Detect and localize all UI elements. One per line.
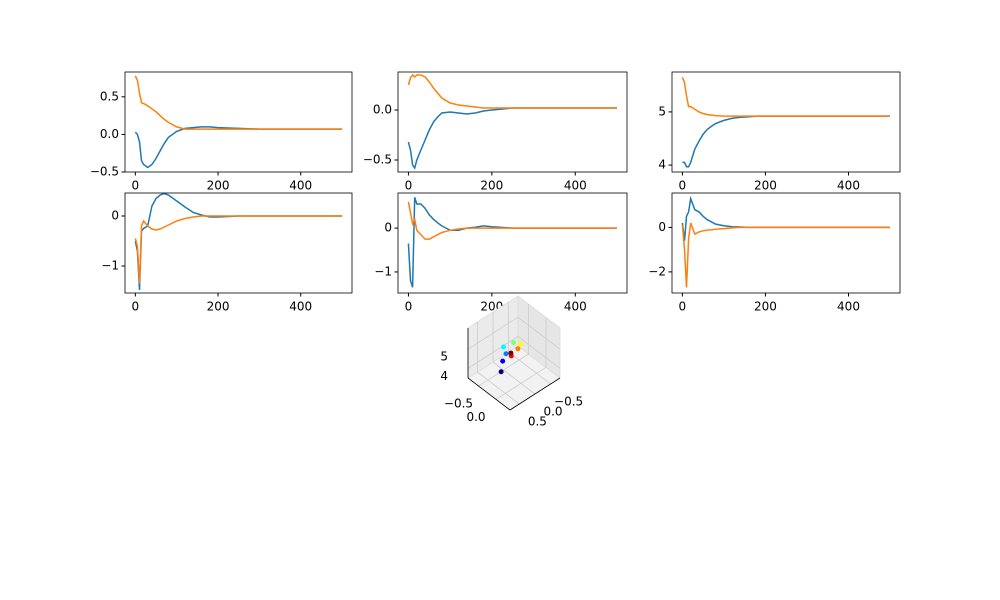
grid-line [477, 371, 520, 405]
x-tick-label: 400 [564, 300, 587, 314]
x-tick-label: 0 [405, 300, 413, 314]
x-tick-label: 0.5 [528, 415, 547, 429]
series-line [681, 222, 890, 288]
x-tick-label: −0.5 [554, 395, 583, 409]
series-line [407, 73, 617, 109]
grid-line [492, 361, 536, 395]
y-tick-label: 4 [658, 158, 666, 172]
axes-frame [124, 192, 353, 294]
x-tick-label: 0 [132, 300, 140, 314]
series-line [407, 201, 617, 240]
x-tick-label: 400 [289, 179, 312, 193]
trajectory-point [508, 350, 514, 356]
axes-frame [397, 192, 628, 294]
trajectory-point [501, 344, 506, 350]
trajectory-point [503, 351, 509, 357]
y-tick-label: 0.5 [100, 89, 119, 103]
trajectory-point [498, 369, 504, 375]
series-line [407, 107, 617, 170]
y-tick-label: −2 [648, 264, 666, 278]
series-line [134, 126, 343, 169]
grid-line [517, 336, 561, 369]
y-tick-label: −1 [374, 264, 392, 278]
y-tick-label: 0 [111, 209, 119, 223]
x-tick-label: 0 [679, 300, 687, 314]
trajectory-point [518, 341, 524, 347]
z-tick-label: 5 [440, 350, 448, 364]
grid-line [467, 316, 519, 350]
x-tick-label: 200 [480, 179, 503, 193]
series-line [134, 215, 343, 284]
axes-frame [671, 71, 901, 173]
x-tick-label: 200 [207, 179, 230, 193]
series-line [681, 195, 890, 241]
grid-line [467, 336, 519, 369]
x-tick-label: 0.0 [543, 405, 562, 419]
x-tick-label: 200 [207, 300, 230, 314]
y-tick-label: 0 [384, 221, 392, 235]
trajectory-point [515, 346, 521, 352]
y-tick-label: 5 [658, 104, 666, 118]
y-tick-label: −0.5 [90, 165, 119, 179]
axes-frame [124, 71, 353, 173]
x-tick-label: 400 [564, 179, 587, 193]
x-axis-line [467, 377, 511, 411]
y-tick-label: 0.0 [373, 103, 392, 117]
x-tick-label: 0 [405, 179, 413, 193]
y-tick-label: 0 [658, 220, 666, 234]
trajectory-point [500, 358, 506, 364]
y-tick-label: −1 [101, 259, 119, 273]
x-tick-label: 400 [289, 300, 312, 314]
series-line [407, 197, 617, 288]
x-tick-label: 0 [679, 179, 687, 193]
grid-line [478, 353, 529, 387]
x-tick-label: 400 [837, 179, 860, 193]
x-tick-label: 200 [754, 179, 777, 193]
y-tick-label: −0.5 [363, 153, 392, 167]
grid-line [517, 316, 561, 350]
x-tick-label: 200 [754, 300, 777, 314]
y-axis-line [509, 377, 561, 411]
z-tick-label: 4 [440, 369, 448, 383]
grid-line [495, 366, 547, 400]
axes-frame [671, 192, 901, 294]
trajectory-point [511, 340, 517, 346]
y-tick-label: −0.5 [444, 397, 473, 411]
axes-frame [397, 71, 628, 173]
series-line [134, 75, 343, 130]
grid-line [508, 351, 551, 385]
y-tick-label: 0.0 [466, 410, 485, 424]
series-line [134, 192, 343, 291]
x-tick-label: 400 [837, 300, 860, 314]
y-tick-label: 0.0 [100, 127, 119, 141]
series-line [681, 77, 890, 117]
x-tick-label: 0 [132, 179, 140, 193]
series-line [682, 115, 890, 168]
